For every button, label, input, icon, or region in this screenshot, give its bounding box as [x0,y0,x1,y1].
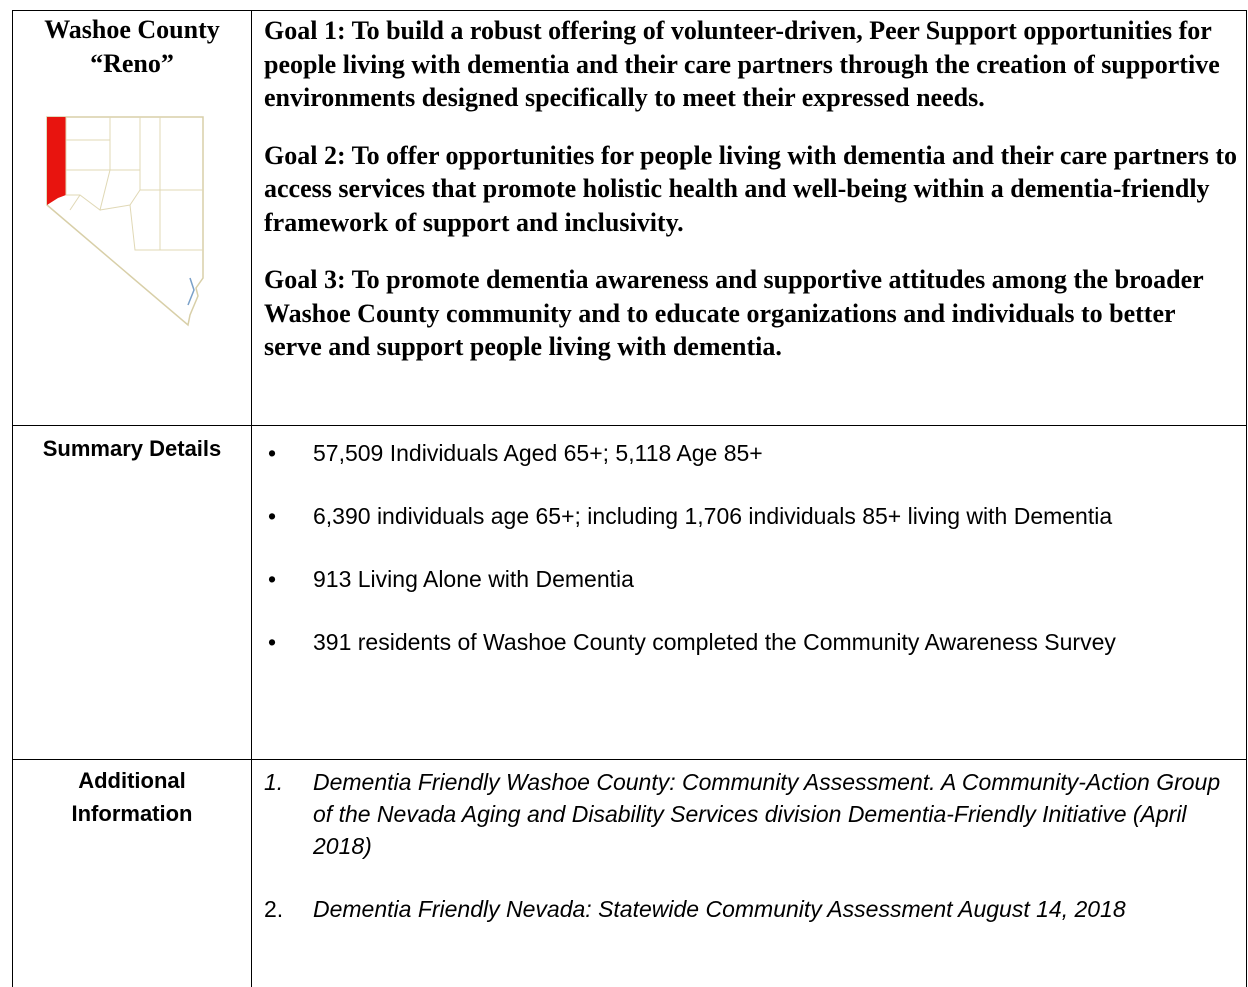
goals: Goal 1: To build a robust offering of vo… [264,14,1239,388]
numbered-item: 1. Dementia Friendly Washoe County: Commu… [264,766,1224,862]
numbered-item: 2. Dementia Friendly Nevada: Statewide Co… [264,893,1224,925]
goal: Goal 2: To offer opportunities for peopl… [264,140,1238,237]
county: Washoe County [44,15,220,44]
border [1246,10,1247,987]
border [12,10,1247,11]
item-number: 2. [264,896,284,922]
state-outline [46,116,204,327]
bullet-item: • 6,390 individuals age 65+; including 1,… [264,500,1194,532]
item-text: 6,390 individuals age 65+; including 1,7… [313,503,1113,529]
river [187,277,195,306]
item-text: Dementia Friendly Washoe County: Communi… [313,769,1221,859]
bullet: • [268,629,277,655]
summary-list: • 57,509 Individuals Aged 65+; 5,118 Age … [264,437,1194,689]
item-text: 57,509 Individuals Aged 65+; 5,118 Age 8… [313,440,763,466]
nevada-map [46,116,204,327]
additional-label: Additional Information [71,768,193,826]
goal: Goal 3: To promote dementia awareness an… [264,265,1204,361]
goal: Goal 1: To build a robust offering of vo… [264,16,1220,112]
summary-label: Summary Details [42,436,222,461]
bullet-item: • 57,509 Individuals Aged 65+; 5,118 Age … [264,437,1194,469]
county-header: Washoe County “Reno” [13,13,251,80]
item-text: Dementia Friendly Nevada: Statewide Comm… [313,896,1126,922]
item-text: 391 residents of Washoe County completed… [313,629,1116,655]
border [12,10,13,987]
county-lines [65,117,203,251]
bullet-item: • 391 residents of Washoe County complete… [264,626,1194,658]
border [12,425,1247,426]
bullet: • [268,440,277,466]
bullet-item: • 913 Living Alone with Dementia [264,563,1194,595]
washoe-county [47,117,66,205]
item-text: 913 Living Alone with Dementia [313,566,634,592]
additional-list: 1. Dementia Friendly Washoe County: Commu… [264,766,1224,956]
city: “Reno” [90,48,174,78]
bullet: • [268,566,277,592]
item-number: 1. [264,769,284,795]
border [12,759,1247,760]
border [251,10,252,987]
bullet: • [268,503,277,529]
